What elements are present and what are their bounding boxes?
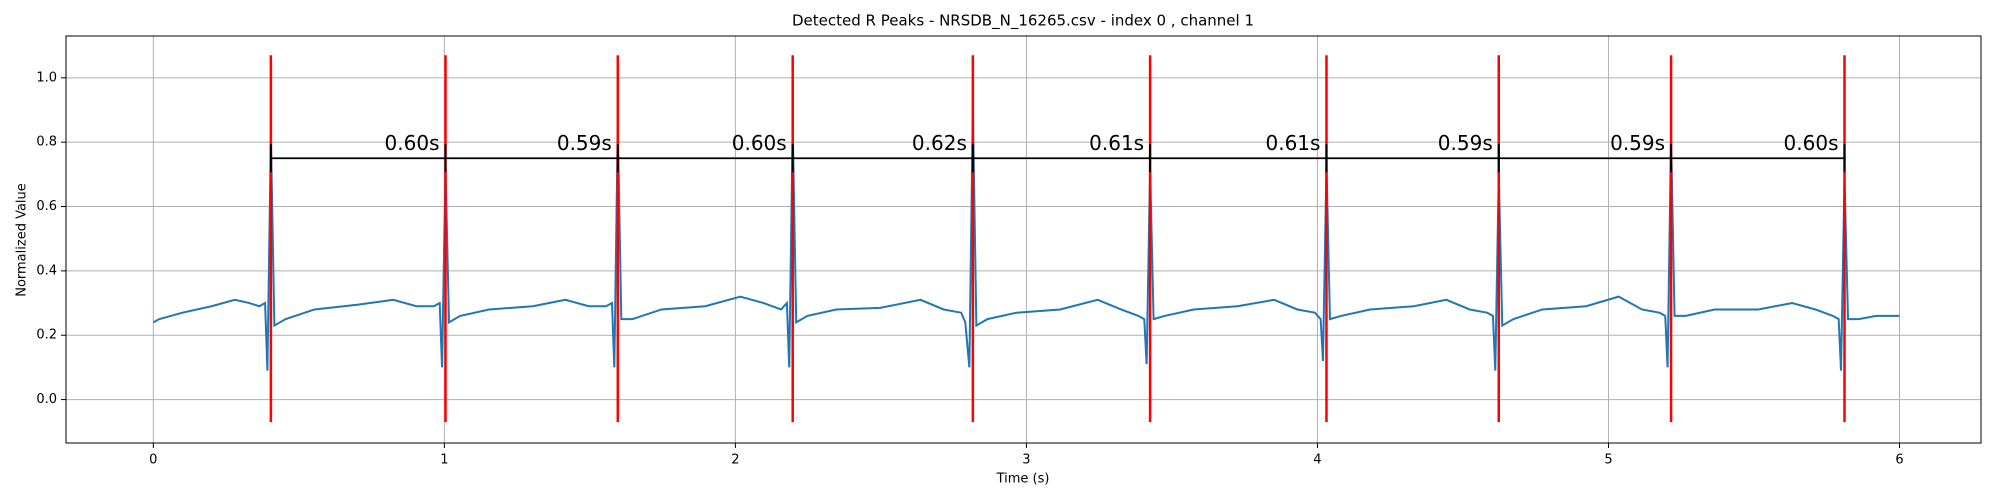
y-axis-label: Normalized Value	[15, 183, 30, 297]
interval-label: 0.59s	[1610, 131, 1665, 155]
y-tick-label: 0.4	[36, 263, 57, 278]
y-tick-label: 0.0	[36, 392, 57, 407]
chart-title: Detected R Peaks - NRSDB_N_16265.csv - i…	[792, 12, 1254, 31]
plot-frame	[65, 35, 1982, 444]
interval-label: 0.60s	[1784, 131, 1839, 155]
interval-label: 0.61s	[1266, 131, 1321, 155]
interval-label: 0.60s	[385, 131, 440, 155]
y-tick-label: 0.6	[36, 199, 57, 214]
x-axis-label: Time (s)	[996, 472, 1050, 487]
x-tick-label: 6	[1895, 453, 1903, 468]
interval-label: 0.59s	[1438, 131, 1493, 155]
x-tick-label: 4	[1313, 453, 1321, 468]
x-tick-label: 2	[731, 453, 739, 468]
x-tick-label: 5	[1604, 453, 1612, 468]
y-tick-label: 0.2	[36, 328, 57, 343]
y-tick-label: 1.0	[36, 70, 57, 85]
interval-label: 0.60s	[732, 131, 787, 155]
interval-label: 0.62s	[912, 131, 967, 155]
x-tick-label: 3	[1022, 453, 1030, 468]
interval-label: 0.59s	[557, 131, 612, 155]
interval-label: 0.61s	[1089, 131, 1144, 155]
x-tick-label: 1	[440, 453, 448, 468]
x-tick-label: 0	[149, 453, 157, 468]
ecg-line	[152, 106, 1900, 371]
y-tick-label: 0.8	[36, 135, 57, 150]
